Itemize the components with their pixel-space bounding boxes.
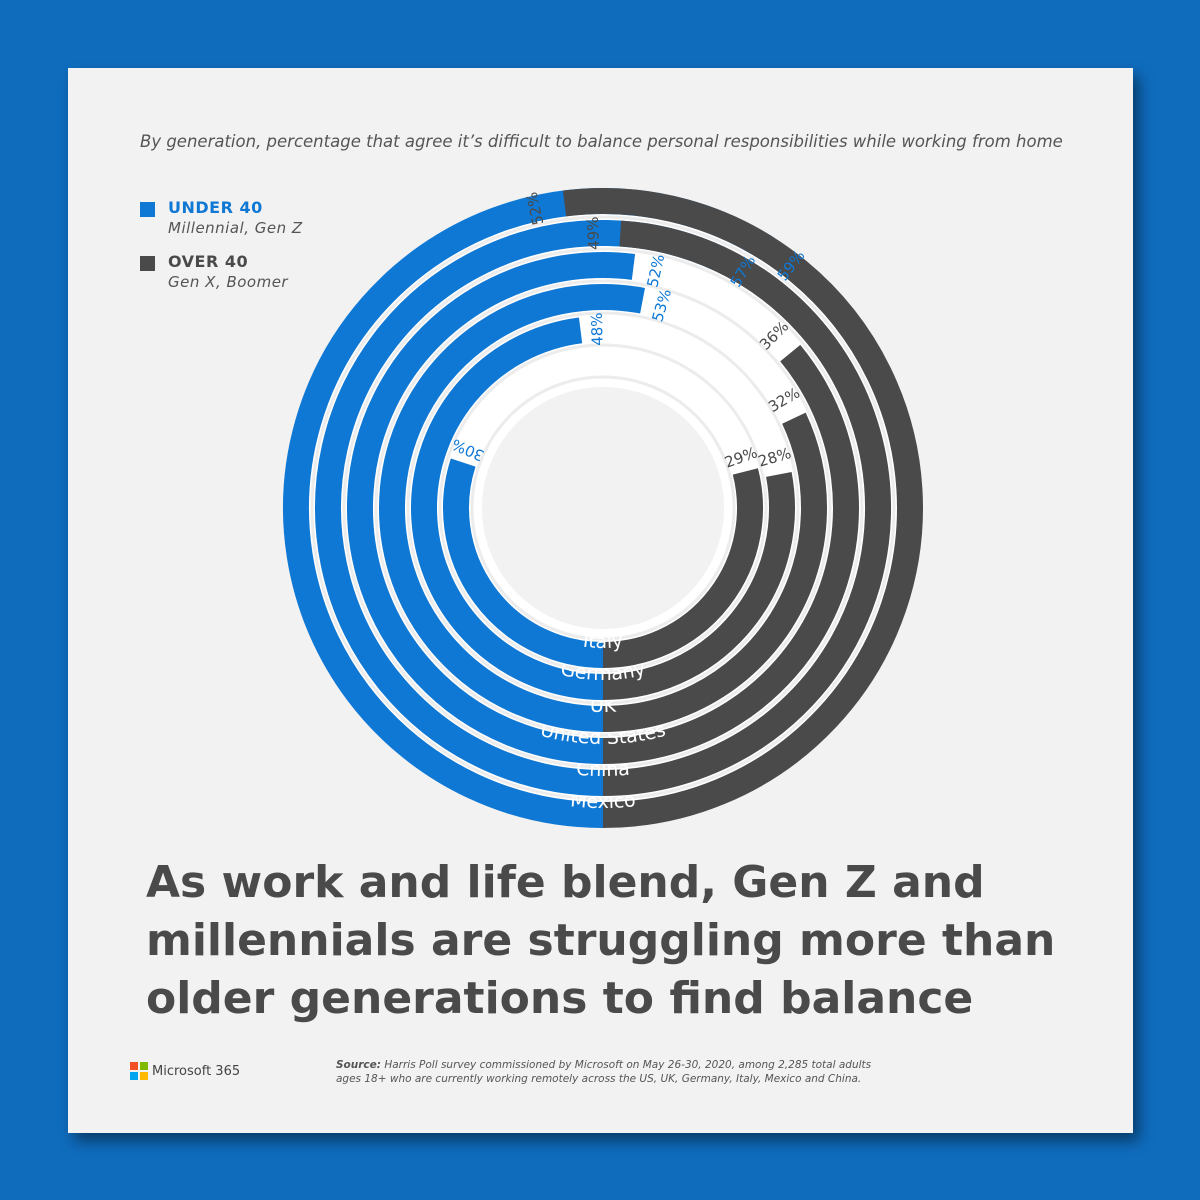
legend-swatch-under-40 xyxy=(140,202,155,217)
bar-over-40-italy xyxy=(602,468,763,668)
source-text: Harris Poll survey commissioned by Micro… xyxy=(336,1059,872,1085)
category-label-text-uk: UK xyxy=(590,695,617,717)
bar-under-40-germany xyxy=(411,317,604,700)
category-label-italy: Italy xyxy=(582,630,624,653)
legend-sub-over-40: Gen X, Boomer xyxy=(168,273,289,291)
source-note: Source: Harris Poll survey commissioned … xyxy=(336,1058,896,1086)
legend-label-under-40: UNDER 40 xyxy=(168,198,263,217)
ring-separator xyxy=(310,215,896,801)
legend-sub-under-40: Millennial, Gen Z xyxy=(168,219,303,237)
ring-separator xyxy=(374,279,832,737)
legend-item-over-40: OVER 40 Gen X, Boomer xyxy=(140,252,303,292)
source-label: Source: xyxy=(336,1059,381,1071)
bar-over-40-united-states xyxy=(602,344,859,764)
bar-over-40-germany xyxy=(602,472,795,700)
bar-under-40-italy xyxy=(443,458,604,668)
legend: UNDER 40 Millennial, Gen Z OVER 40 Gen X… xyxy=(140,198,303,306)
bar-under-40-uk xyxy=(379,284,645,732)
category-label-uk: UK xyxy=(590,695,617,717)
brand-name: Microsoft 365 xyxy=(152,1063,241,1079)
bar-under-40-united-states xyxy=(346,252,636,764)
ring-separator xyxy=(406,311,800,705)
bar-over-40-uk xyxy=(602,412,827,732)
microsoft-logo-icon xyxy=(130,1062,148,1080)
headline: As work and life blend, Gen Z and millen… xyxy=(146,857,1056,1024)
microsoft-365-logo: Microsoft 365 xyxy=(130,1062,240,1080)
legend-item-under-40: UNDER 40 Millennial, Gen Z xyxy=(140,198,303,238)
bar-over-40-mexico xyxy=(562,188,923,828)
legend-swatch-over-40 xyxy=(140,256,155,271)
chart-subtitle: By generation, percentage that agree it’… xyxy=(140,132,1063,151)
legend-label-over-40: OVER 40 xyxy=(168,252,249,271)
ring-separator xyxy=(438,343,768,673)
category-label-text-italy: Italy xyxy=(582,630,624,653)
ring-separator xyxy=(470,375,736,641)
bar-over-40-china xyxy=(602,220,891,796)
infographic-card: By generation, percentage that agree it’… xyxy=(68,68,1133,1133)
ring-separator xyxy=(342,247,864,769)
value-label-over-40-china: 49% xyxy=(584,216,603,250)
bar-under-40-china xyxy=(315,220,726,796)
value-label-under-40-germany: 48% xyxy=(588,312,607,346)
